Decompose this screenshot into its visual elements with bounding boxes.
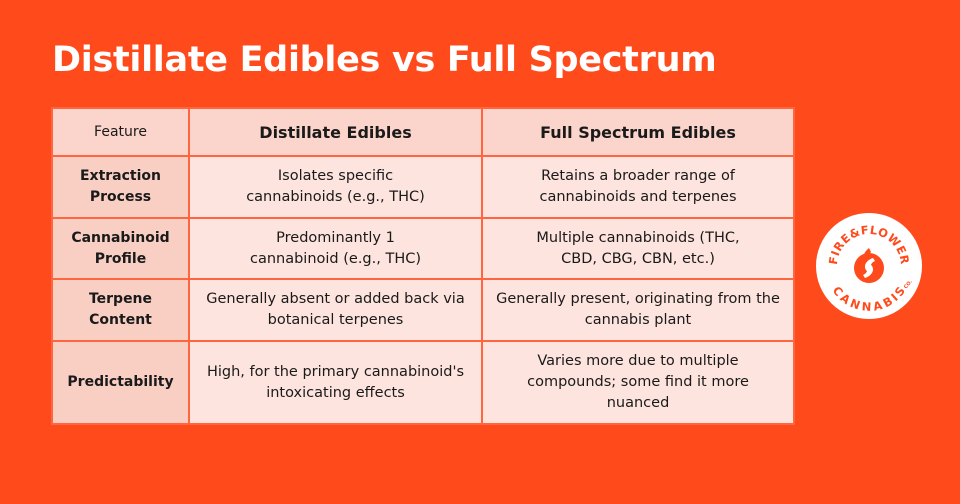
- cell-full-spectrum-extraction: Retains a broader range of cannabinoids …: [481, 155, 795, 219]
- cell-distillate-extraction: Isolates specific cannabinoids (e.g., TH…: [188, 155, 483, 219]
- comparison-table-container: Feature Distillate Edibles Full Spectrum…: [51, 107, 795, 425]
- cell-distillate-cannabinoid: Predominantly 1 cannabinoid (e.g., THC): [188, 217, 483, 280]
- flame-icon: [854, 248, 884, 283]
- row-label-cannabinoid-profile: Cannabinoid Profile: [51, 217, 190, 280]
- cell-full-spectrum-predictability: Varies more due to multiple compounds; s…: [481, 340, 795, 425]
- header-full-spectrum-edibles: Full Spectrum Edibles: [481, 107, 795, 157]
- row-label-predictability: Predictability: [51, 340, 190, 425]
- row-label-extraction-process: Extraction Process: [51, 155, 190, 219]
- table-row: Extraction Process Isolates specific can…: [51, 155, 795, 219]
- logo-badge-icon: FIRE&FLOWER CANNABIS CO.: [816, 213, 922, 319]
- fire-and-flower-logo: FIRE&FLOWER CANNABIS CO.: [815, 212, 923, 320]
- table-header-row: Feature Distillate Edibles Full Spectrum…: [51, 107, 795, 157]
- table-row: Cannabinoid Profile Predominantly 1 cann…: [51, 217, 795, 280]
- table-row: Predictability High, for the primary can…: [51, 340, 795, 425]
- comparison-table: Feature Distillate Edibles Full Spectrum…: [51, 107, 795, 425]
- cell-distillate-predictability: High, for the primary cannabinoid's into…: [188, 340, 483, 425]
- logo-suffix-text: CO.: [903, 279, 914, 290]
- page-title: Distillate Edibles vs Full Spectrum: [52, 40, 717, 80]
- cell-full-spectrum-cannabinoid: Multiple cannabinoids (THC, CBD, CBG, CB…: [481, 217, 795, 280]
- row-label-terpene-content: Terpene Content: [51, 278, 190, 342]
- header-distillate-edibles: Distillate Edibles: [188, 107, 483, 157]
- table-row: Terpene Content Generally absent or adde…: [51, 278, 795, 342]
- header-feature: Feature: [51, 107, 190, 157]
- cell-distillate-terpene: Generally absent or added back via botan…: [188, 278, 483, 342]
- cell-full-spectrum-terpene: Generally present, originating from the …: [481, 278, 795, 342]
